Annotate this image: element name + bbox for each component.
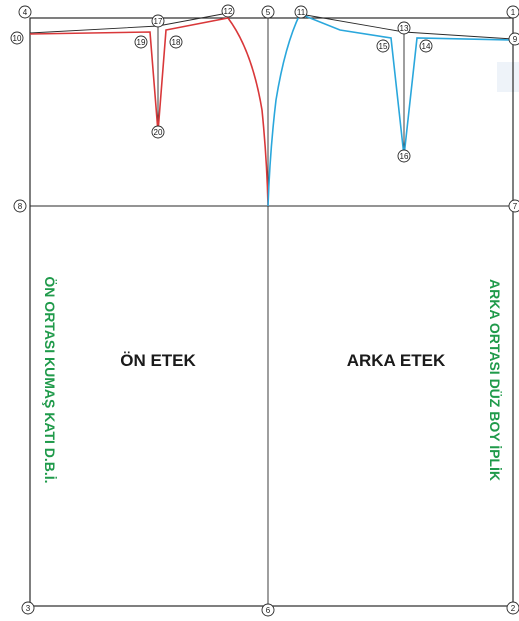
point-label-4: 4	[23, 8, 28, 17]
point-label-8: 8	[18, 202, 23, 211]
point-marker-18: 18	[169, 35, 183, 49]
point-marker-16: 16	[397, 149, 411, 163]
point-label-14: 14	[422, 42, 431, 51]
point-label-20: 20	[154, 128, 163, 137]
front-panel-label: ÖN ETEK	[120, 351, 196, 370]
point-label-9: 9	[513, 35, 518, 44]
point-marker-11: 11	[294, 5, 308, 19]
point-marker-1: 1	[506, 5, 519, 19]
background-artifact	[497, 62, 519, 92]
point-label-5: 5	[266, 8, 271, 17]
point-label-3: 3	[26, 604, 31, 613]
point-label-18: 18	[172, 38, 181, 47]
point-marker-9: 9	[508, 32, 519, 46]
point-label-19: 19	[137, 38, 146, 47]
point-label-7: 7	[513, 202, 518, 211]
point-marker-12: 12	[221, 4, 235, 18]
point-label-1: 1	[511, 8, 516, 17]
point-marker-15: 15	[376, 39, 390, 53]
point-label-6: 6	[266, 606, 271, 615]
back-panel-label: ARKA ETEK	[347, 351, 446, 370]
pattern-frame	[29, 17, 514, 607]
point-marker-5: 5	[261, 5, 275, 19]
point-marker-3: 3	[21, 601, 35, 615]
front-grain-note: ÖN ORTASI KUMAŞ KATI D.B.İ.	[42, 276, 58, 483]
point-marker-13: 13	[397, 21, 411, 35]
back-skirt-curve	[267, 12, 514, 207]
point-marker-17: 17	[151, 14, 165, 28]
point-marker-20: 20	[151, 125, 165, 139]
point-marker-8: 8	[13, 199, 27, 213]
point-marker-10: 10	[10, 31, 24, 45]
point-label-10: 10	[13, 34, 22, 43]
back-grain-note: ARKA ORTASI DÜZ BOY İPLİK	[487, 279, 503, 481]
front-skirt-curve	[29, 17, 269, 207]
point-label-11: 11	[297, 8, 306, 17]
point-marker-6: 6	[261, 603, 275, 617]
point-label-2: 2	[511, 604, 516, 613]
point-label-17: 17	[154, 17, 163, 26]
point-label-12: 12	[224, 7, 233, 16]
point-marker-19: 19	[134, 35, 148, 49]
point-label-13: 13	[400, 24, 409, 33]
point-marker-2: 2	[506, 601, 519, 615]
point-label-15: 15	[379, 42, 388, 51]
point-marker-7: 7	[508, 199, 519, 213]
point-label-16: 16	[400, 152, 409, 161]
point-marker-4: 4	[18, 5, 32, 19]
point-marker-14: 14	[419, 39, 433, 53]
